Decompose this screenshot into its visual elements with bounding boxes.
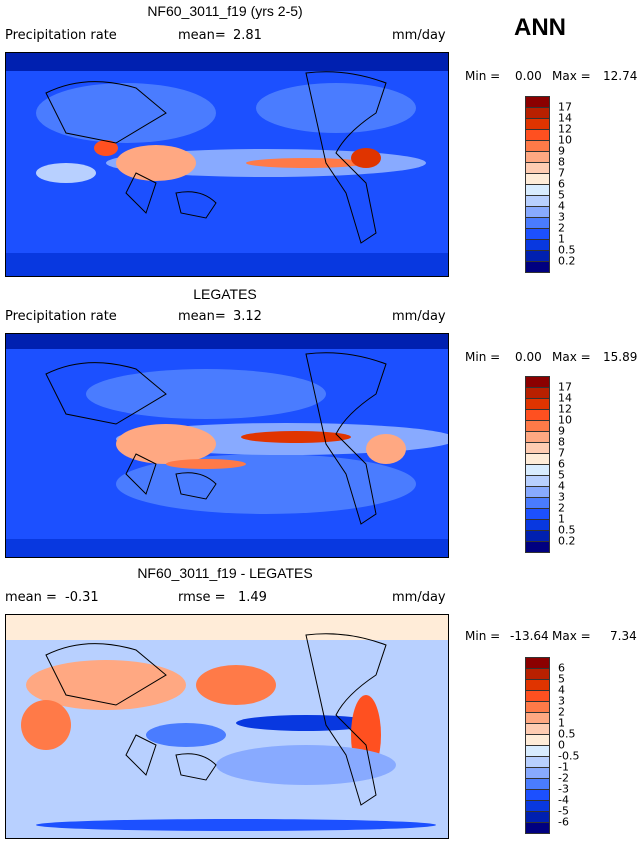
colorbar-tick-label: -3 (558, 782, 569, 796)
colorbar-tick-label: 7 (558, 166, 565, 180)
colorbar-tick-label: 5 (558, 468, 565, 482)
panel3-map (5, 614, 449, 839)
panel2-min-value: 0.00 (515, 350, 542, 364)
panel1-min-value: 0.00 (515, 69, 542, 83)
panel2-precip-field (6, 334, 456, 557)
colorbar-tick-label: 0 (558, 738, 565, 752)
panel1-map (5, 52, 449, 277)
colorbar-tick-label: 2 (558, 221, 565, 235)
panel2-max-label: Max = (552, 350, 591, 364)
panel1-mean-value: 2.81 (233, 28, 262, 43)
colorbar-tick-label: -6 (558, 815, 569, 829)
colorbar-tick-label: 1 (558, 232, 565, 246)
panel1-precip-field (6, 53, 448, 276)
colorbar-tick-label: 5 (558, 188, 565, 202)
colorbar-tick-label: -4 (558, 793, 569, 807)
panel3-title: NF60_3011_f19 - LEGATES (137, 565, 313, 581)
colorbar-tick-label: 4 (558, 199, 565, 213)
panel1-min-label: Min = (465, 69, 501, 83)
colorbar-tick-label: 10 (558, 133, 572, 147)
colorbar-tick-label: 4 (558, 683, 565, 697)
colorbar-tick-label: -0.5 (558, 749, 580, 763)
colorbar-tick-label: 0.5 (558, 523, 576, 537)
panel2-units: mm/day (392, 309, 446, 324)
colorbar-tick-label: 5 (558, 672, 565, 686)
colorbar-tick-label: 1 (558, 512, 565, 526)
colorbar-tick-label: 6 (558, 457, 565, 471)
panel2-title: LEGATES (193, 286, 257, 302)
panel3-rmse-label: rmse = (178, 590, 226, 605)
colorbar-tick-label: 12 (558, 402, 572, 416)
colorbar-tick-label: 9 (558, 424, 565, 438)
panel2-mean-value: 3.12 (233, 309, 262, 324)
colorbar-tick-label: 8 (558, 155, 565, 169)
colorbar-tick-label: 0.5 (558, 727, 576, 741)
panel1-variable: Precipitation rate (5, 28, 117, 43)
panel3-min-label: Min = (465, 629, 501, 643)
colorbar-tick-label: 3 (558, 210, 565, 224)
panel2-map (5, 333, 456, 558)
panel2-mean-label: mean= (178, 309, 226, 324)
panel1-units: mm/day (392, 28, 446, 43)
panel3-max-value: 7.34 (610, 629, 637, 643)
panel3-units: mm/day (392, 590, 446, 605)
colorbar-tick-label: 7 (558, 446, 565, 460)
colorbar-tick-label: 3 (558, 694, 565, 708)
panel1-max-value: 12.74 (603, 69, 638, 83)
colorbar-tick-label: 17 (558, 100, 572, 114)
panel3-mean-value: -0.31 (65, 590, 99, 605)
panel3-max-label: Max = (552, 629, 591, 643)
panel3-min-value: -13.64 (510, 629, 549, 643)
colorbar-tick-label: 0.2 (558, 254, 576, 268)
panel2-variable: Precipitation rate (5, 309, 117, 324)
panel3-difference-field (6, 615, 448, 838)
colorbar-tick-label: 6 (558, 661, 565, 675)
colorbar-tick-label: 9 (558, 144, 565, 158)
colorbar-swatch (525, 822, 550, 834)
panel1-title: NF60_3011_f19 (yrs 2-5) (147, 3, 303, 19)
panel1-max-label: Max = (552, 69, 591, 83)
colorbar-tick-label: 12 (558, 122, 572, 136)
panel1-mean-label: mean= (178, 28, 226, 43)
colorbar-tick-label: 14 (558, 391, 572, 405)
panel3-mean-label: mean = (5, 590, 57, 605)
colorbar-tick-label: 8 (558, 435, 565, 449)
colorbar-tick-label: 14 (558, 111, 572, 125)
colorbar-tick-label: -5 (558, 804, 569, 818)
colorbar-tick-label: 10 (558, 413, 572, 427)
colorbar-tick-label: 0.5 (558, 243, 576, 257)
colorbar-swatch (525, 541, 550, 553)
colorbar-tick-label: -2 (558, 771, 569, 785)
colorbar-tick-label: 4 (558, 479, 565, 493)
season-label: ANN (514, 14, 566, 41)
panel2-min-label: Min = (465, 350, 501, 364)
colorbar-tick-label: 1 (558, 716, 565, 730)
panel2-max-value: 15.89 (603, 350, 638, 364)
panel3-rmse-value: 1.49 (238, 590, 267, 605)
colorbar-tick-label: 2 (558, 705, 565, 719)
colorbar-tick-label: -1 (558, 760, 569, 774)
colorbar-tick-label: 17 (558, 380, 572, 394)
colorbar-swatch (525, 261, 550, 273)
colorbar-tick-label: 3 (558, 490, 565, 504)
colorbar-tick-label: 2 (558, 501, 565, 515)
colorbar-tick-label: 0.2 (558, 534, 576, 548)
colorbar-tick-label: 6 (558, 177, 565, 191)
